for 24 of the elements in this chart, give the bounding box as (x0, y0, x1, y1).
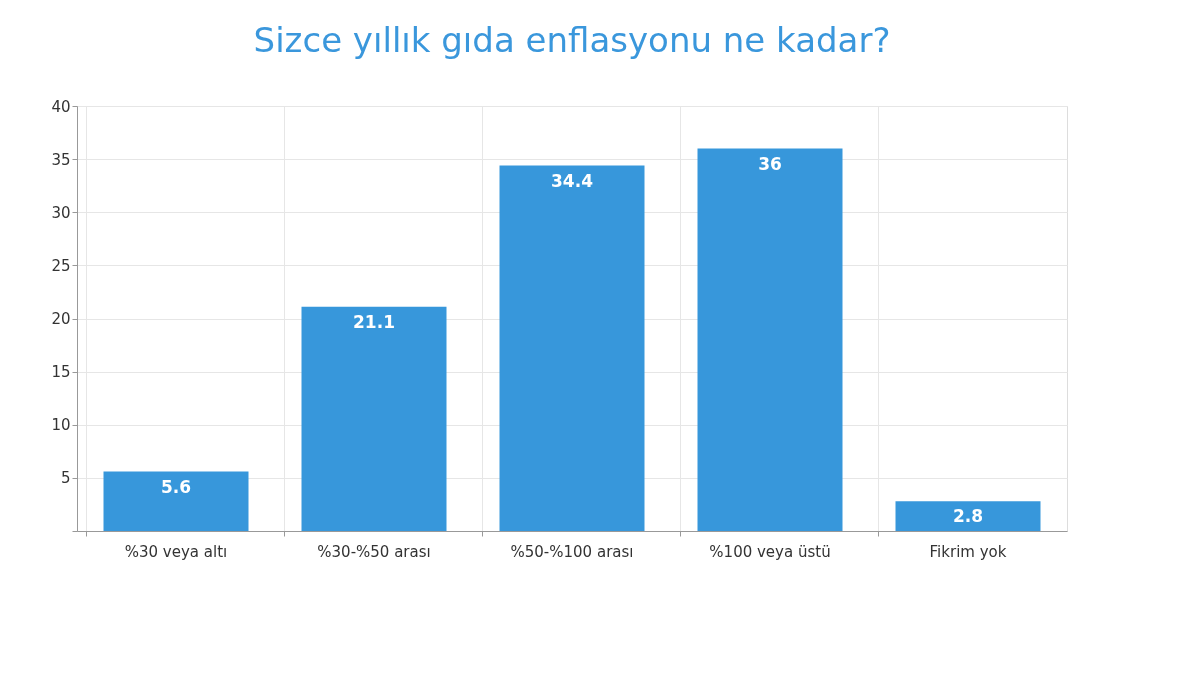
y-tick-label: 40 (51, 97, 71, 116)
y-tick-label: 30 (51, 203, 71, 222)
y-tick-label: 10 (51, 416, 71, 435)
x-tick-label: Fikrim yok (929, 542, 1007, 561)
bar (103, 471, 249, 531)
data-label: 34.4 (551, 170, 594, 191)
x-tick-label: %100 veya üstü (709, 542, 831, 561)
bar (895, 501, 1041, 531)
y-tick-label: 35 (51, 150, 71, 169)
y-tick-label: 20 (51, 310, 71, 328)
y-tick-label: 5 (60, 469, 71, 488)
data-label: 36 (758, 153, 782, 174)
x-tick-label: %50-%100 arası (510, 542, 634, 561)
data-label: 5.6 (160, 476, 192, 497)
chart-title: Sizce yıllık gıda enflasyonu ne kadar? (253, 20, 891, 60)
bar (301, 306, 447, 531)
x-tick-label: %30-%50 arası (317, 542, 431, 561)
data-label: 21.1 (353, 311, 395, 332)
y-tick-label: 15 (51, 363, 71, 382)
x-tick-label: %30 veya altı (124, 542, 228, 561)
y-tick-label: 25 (51, 256, 71, 275)
data-label: 2.8 (952, 506, 984, 527)
bar (499, 165, 645, 531)
bar (697, 148, 843, 531)
